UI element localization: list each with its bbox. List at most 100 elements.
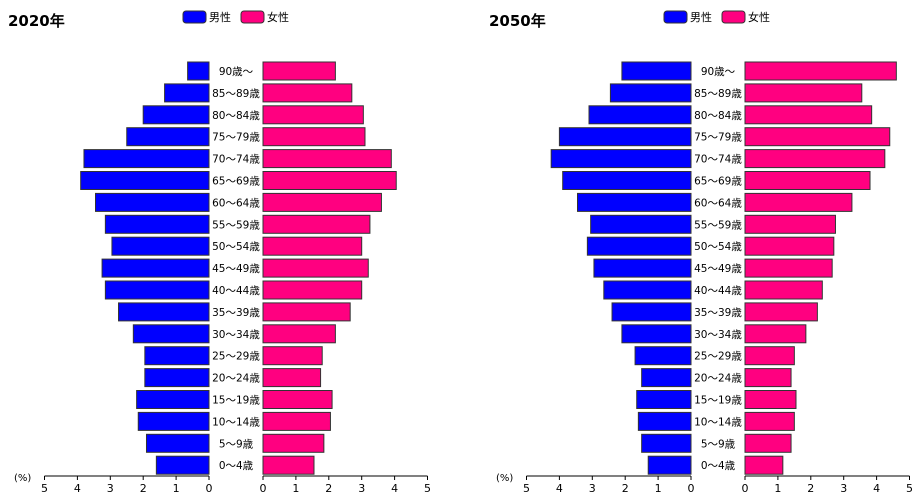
bar-male [558, 127, 692, 147]
bar-female [744, 127, 891, 147]
x-tick-label: 4 [74, 482, 81, 495]
age-group-label: 70～74歳 [212, 154, 260, 166]
age-group-label: 20～24歳 [694, 373, 742, 385]
age-group-label: 30～34歳 [212, 329, 260, 341]
bar-male [637, 411, 692, 431]
age-group-label: 90歳～ [701, 66, 736, 78]
age-group-label: 10～14歳 [212, 416, 260, 428]
bar-male [137, 411, 210, 431]
bar-male [641, 368, 692, 388]
age-group-label: 35～39歳 [212, 307, 260, 319]
legend-2050: 男性 女性 [663, 10, 770, 24]
bar-female [262, 83, 353, 103]
x-tick-label: 2 [325, 482, 332, 495]
unit-label-2050: (%) [496, 473, 513, 484]
x-tick-label: 1 [292, 482, 299, 495]
bar-male [611, 302, 692, 322]
x-tick-label: 2 [622, 482, 629, 495]
bar-female [262, 280, 363, 300]
bar-female [744, 280, 823, 300]
bar-male [593, 258, 692, 278]
bar-male [621, 324, 692, 344]
bar-female [262, 368, 322, 388]
bar-male [132, 324, 210, 344]
bar-male [647, 455, 692, 475]
age-group-label: 35～39歳 [694, 307, 742, 319]
x-tick-label: 0 [688, 482, 695, 495]
pyramid-2020: 2020年 男性 女性 (%) 90歳～ 85～89歳 80～84歳 75～79歳 70… [8, 10, 431, 495]
age-group-label: 90歳～ [219, 66, 254, 78]
bar-male [155, 455, 210, 475]
age-group-label: 10～14歳 [694, 416, 742, 428]
bar-female [744, 368, 792, 388]
bar-female [744, 236, 835, 256]
age-group-label: 75～79歳 [694, 132, 742, 144]
bar-male [94, 192, 210, 212]
bar-female [744, 324, 807, 344]
bar-male [586, 236, 692, 256]
age-group-label: 0～4歳 [219, 460, 254, 472]
age-group-label: 70～74歳 [694, 154, 742, 166]
bar-female [744, 83, 863, 103]
bars-2020: 90歳～ 85～89歳 80～84歳 75～79歳 70～74歳 65～69歳 60～64歳… [41, 61, 431, 495]
x-tick-label: 2 [807, 482, 814, 495]
legend-male-swatch [182, 10, 207, 24]
legend-female-swatch [721, 10, 746, 24]
age-group-label: 60～64歳 [694, 197, 742, 209]
bar-female [262, 433, 325, 453]
bar-male [104, 214, 210, 234]
bar-female [262, 127, 366, 147]
x-tick-label: 0 [742, 482, 749, 495]
bar-male [144, 368, 210, 388]
x-tick-label: 5 [41, 482, 48, 495]
bar-male [80, 171, 210, 190]
x-tick-label: 1 [655, 482, 662, 495]
x-tick-label: 4 [873, 482, 880, 495]
bar-female [262, 411, 331, 431]
bar-female [744, 192, 853, 212]
bar-female [744, 105, 873, 125]
x-tick-label: 2 [140, 482, 147, 495]
age-group-label: 5～9歳 [701, 438, 736, 450]
bar-female [744, 346, 795, 366]
age-group-label: 75～79歳 [212, 132, 260, 144]
age-group-label: 40～44歳 [212, 285, 260, 297]
x-tick-label: 0 [260, 482, 267, 495]
legend-female-label: 女性 [748, 10, 770, 24]
bar-male [187, 61, 210, 81]
bar-female [744, 302, 818, 322]
legend-female-swatch [240, 10, 265, 24]
bar-male [101, 258, 210, 278]
age-group-label: 0～4歳 [701, 460, 736, 472]
bar-female [744, 390, 797, 409]
bar-male [641, 433, 692, 453]
legend-female-label: 女性 [267, 10, 289, 24]
age-group-label: 85～89歳 [212, 88, 260, 100]
bar-male [621, 61, 692, 81]
bar-male [590, 214, 692, 234]
bar-male [83, 149, 210, 169]
x-tick-label: 5 [523, 482, 530, 495]
age-group-label: 30～34歳 [694, 329, 742, 341]
x-tick-label: 1 [774, 482, 781, 495]
bar-female [744, 171, 871, 190]
age-group-label: 45～49歳 [694, 263, 742, 275]
bar-male [118, 302, 210, 322]
bar-female [262, 214, 371, 234]
bar-female [262, 236, 363, 256]
bar-male [144, 346, 210, 366]
age-group-label: 80～84歳 [212, 110, 260, 122]
age-group-label: 25～29歳 [212, 351, 260, 363]
bar-male [576, 192, 692, 212]
legend-2020: 男性 女性 [182, 10, 289, 24]
bar-male [164, 83, 210, 103]
x-tick-label: 5 [424, 482, 431, 495]
bar-male [126, 127, 210, 147]
bars-2050: 90歳～ 85～89歳 80～84歳 75～79歳 70～74歳 65～69歳 60～64歳… [523, 61, 913, 495]
bar-female [744, 258, 833, 278]
age-group-label: 40～44歳 [694, 285, 742, 297]
age-group-label: 15～19歳 [694, 395, 742, 407]
bar-male [609, 83, 692, 103]
bar-female [262, 258, 369, 278]
